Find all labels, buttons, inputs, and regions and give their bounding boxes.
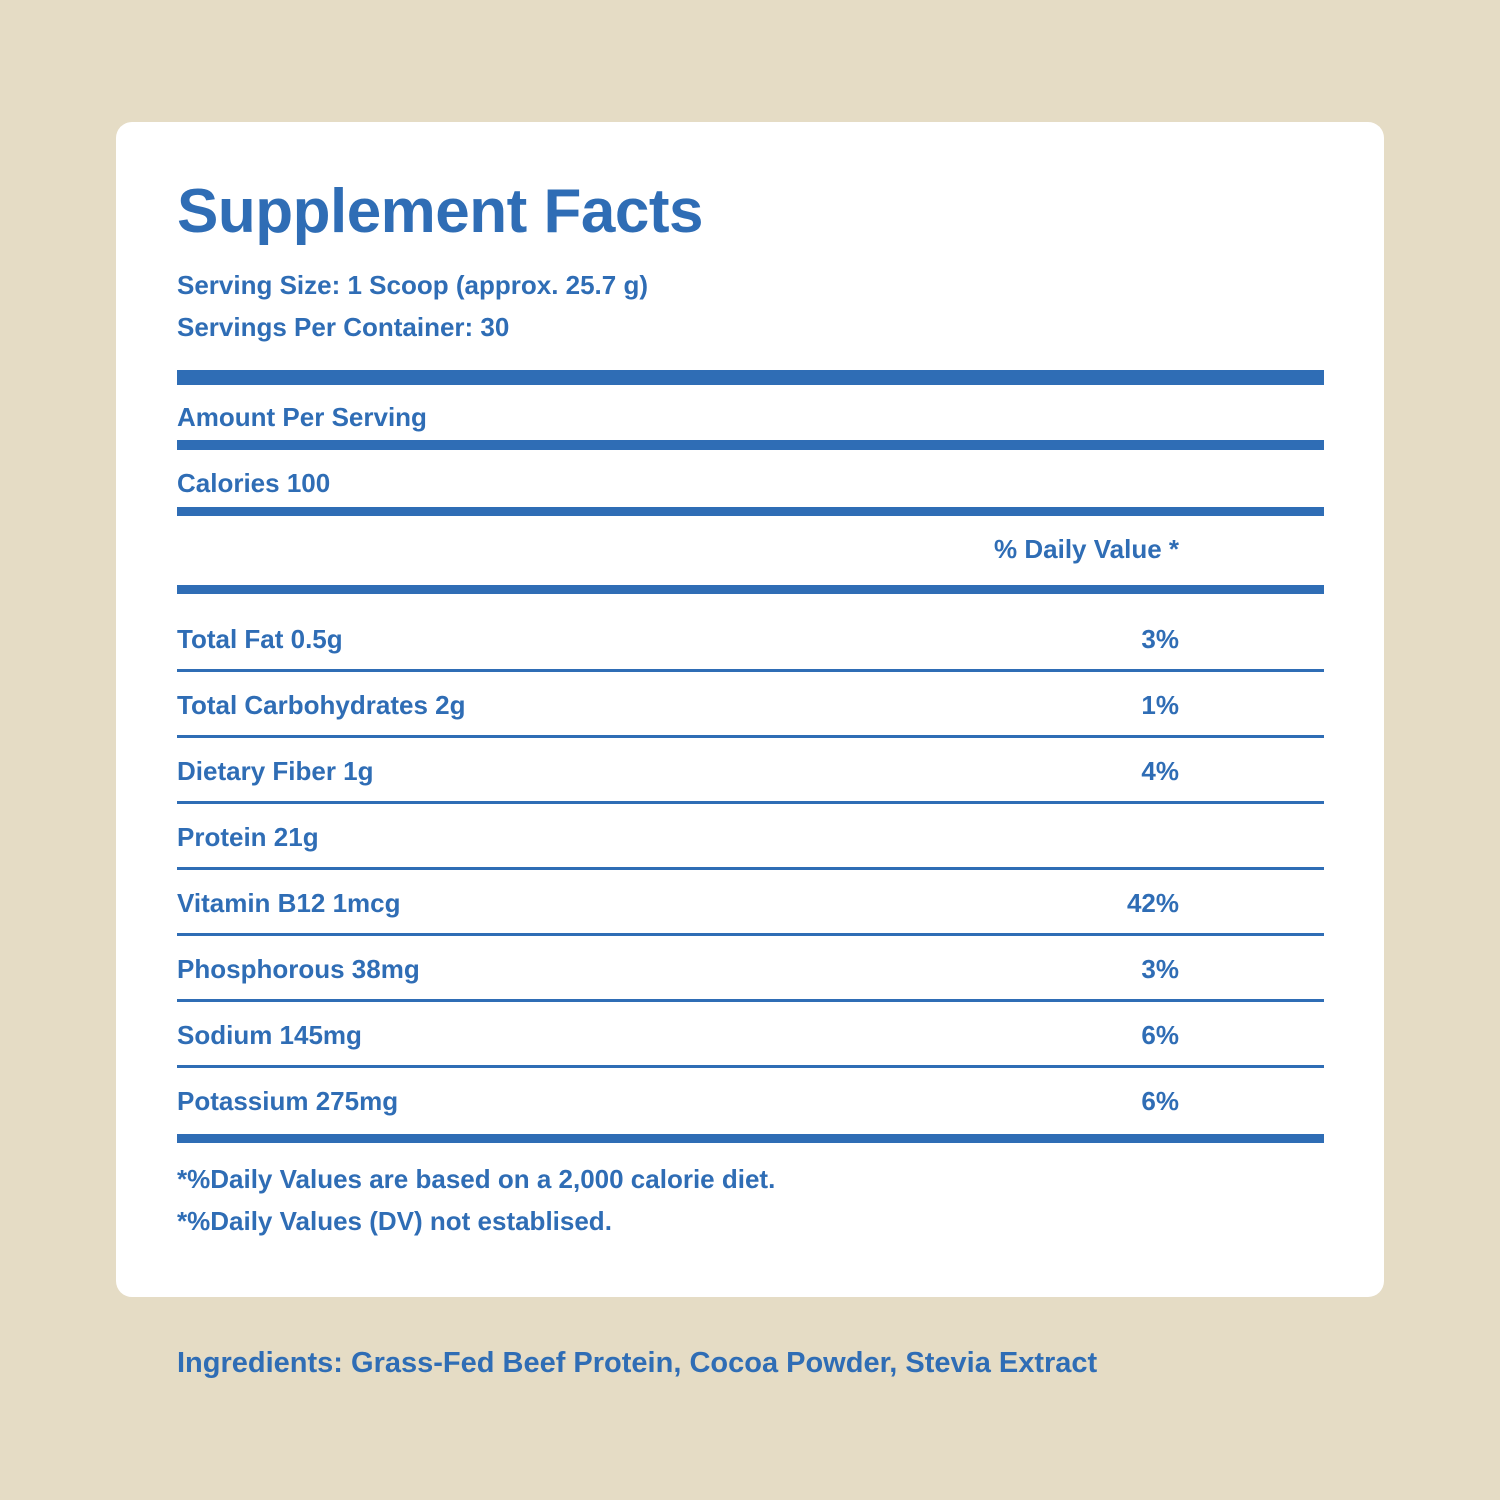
supplement-facts-panel: Supplement Facts Serving Size: 1 Scoop (…: [116, 122, 1384, 1297]
daily-value-header: % Daily Value *: [994, 534, 1179, 564]
nutrient-name: Potassium 275mg: [177, 1086, 399, 1116]
row-divider: [177, 933, 1324, 936]
footnote: *%Daily Values (DV) not establised.: [177, 1206, 612, 1236]
nutrient-daily-value: 6%: [1141, 1086, 1179, 1116]
page-title: Supplement Facts: [177, 177, 704, 246]
nutrient-daily-value: 1%: [1141, 690, 1179, 720]
nutrient-name: Protein 21g: [177, 822, 319, 852]
row-divider: [177, 867, 1324, 870]
divider: [177, 585, 1324, 594]
nutrient-row: Sodium 145mg 6%: [116, 1002, 1384, 1068]
nutrient-row: Vitamin B12 1mcg 42%: [116, 870, 1384, 936]
nutrient-daily-value: 3%: [1141, 624, 1179, 654]
nutrient-name: Total Fat 0.5g: [177, 624, 343, 654]
amount-per-serving: Amount Per Serving: [177, 402, 427, 432]
nutrient-name: Phosphorous 38mg: [177, 954, 420, 984]
serving-size: Serving Size: 1 Scoop (approx. 25.7 g): [177, 270, 649, 300]
nutrient-row: Potassium 275mg 6%: [116, 1068, 1384, 1143]
nutrient-daily-value: 3%: [1141, 954, 1179, 984]
nutrient-name: Vitamin B12 1mcg: [177, 888, 401, 918]
nutrient-row: Total Fat 0.5g 3%: [116, 606, 1384, 672]
nutrient-row: Total Carbohydrates 2g 1%: [116, 672, 1384, 738]
divider: [177, 507, 1324, 516]
nutrient-row: Dietary Fiber 1g 4%: [116, 738, 1384, 804]
row-divider: [177, 1065, 1324, 1068]
thick-divider: [177, 370, 1324, 385]
nutrient-daily-value: 6%: [1141, 1020, 1179, 1050]
calories: Calories 100: [177, 468, 331, 498]
ingredients-text: Ingredients: Grass-Fed Beef Protein, Coc…: [177, 1347, 1098, 1379]
nutrient-daily-value: 4%: [1141, 756, 1179, 786]
row-divider: [177, 669, 1324, 672]
nutrient-row: Protein 21g: [116, 804, 1384, 870]
nutrient-name: Dietary Fiber 1g: [177, 756, 374, 786]
servings-per-container: Servings Per Container: 30: [177, 312, 510, 342]
row-divider: [177, 1134, 1324, 1143]
nutrient-daily-value: 42%: [1126, 888, 1179, 918]
divider: [177, 440, 1324, 450]
footnote: *%Daily Values are based on a 2,000 calo…: [177, 1164, 776, 1194]
nutrient-name: Sodium 145mg: [177, 1020, 362, 1050]
nutrient-row: Phosphorous 38mg 3%: [116, 936, 1384, 1002]
row-divider: [177, 735, 1324, 738]
row-divider: [177, 999, 1324, 1002]
nutrient-name: Total Carbohydrates 2g: [177, 690, 466, 720]
row-divider: [177, 801, 1324, 804]
